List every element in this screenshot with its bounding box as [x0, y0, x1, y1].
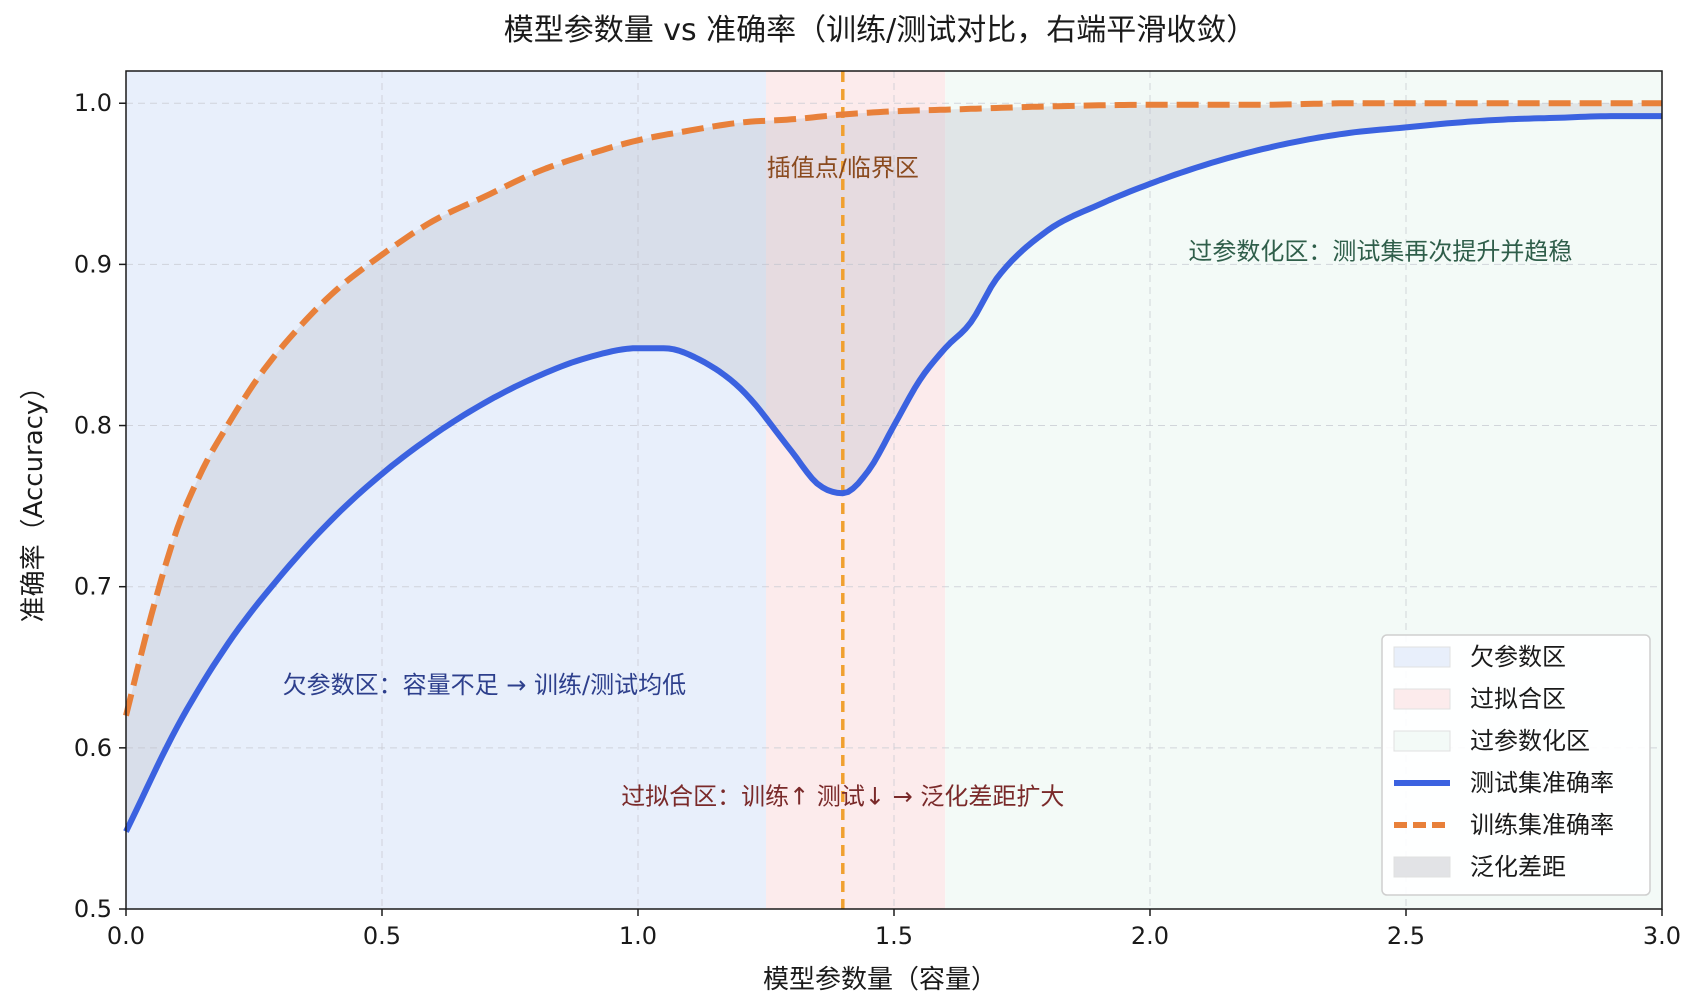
legend-swatch — [1393, 688, 1451, 710]
x-tick-label: 2.0 — [1131, 922, 1169, 950]
y-tick-label: 0.9 — [74, 250, 112, 278]
legend-swatch — [1393, 730, 1451, 752]
annotation-3: 欠参数区：容量不足 → 训练/测试均低 — [283, 671, 686, 699]
legend-label: 测试集准确率 — [1470, 769, 1614, 797]
y-tick-label: 0.7 — [74, 573, 112, 601]
y-tick-label: 0.5 — [74, 895, 112, 923]
x-tick-label: 2.5 — [1387, 922, 1425, 950]
legend-label: 欠参数区 — [1470, 643, 1566, 671]
annotation-2: 过参数化区：测试集再次提升并趋稳 — [1188, 238, 1572, 266]
y-tick-label: 0.8 — [74, 412, 112, 440]
legend-swatch — [1393, 856, 1451, 878]
x-tick-label: 1.0 — [619, 922, 657, 950]
generalization-gap-fill — [126, 103, 1662, 832]
legend-label: 训练集准确率 — [1470, 811, 1614, 839]
y-axis-label: 准确率（Accuracy） — [19, 374, 49, 623]
y-tick-label: 0.6 — [74, 734, 112, 762]
annotation-4: 过拟合区：训练↑ 测试↓ → 泛化差距扩大 — [621, 782, 1064, 810]
region-band-1 — [126, 71, 766, 909]
x-tick-label: 1.5 — [875, 922, 913, 950]
legend-label: 泛化差距 — [1470, 853, 1566, 881]
x-tick-label: 0.0 — [107, 922, 145, 950]
chart-title: 模型参数量 vs 准确率（训练/测试对比，右端平滑收敛） — [504, 13, 1257, 48]
test-accuracy-line — [123, 113, 1662, 833]
annotation-1: 插值点/临界区 — [767, 154, 919, 182]
legend-swatch — [1393, 646, 1451, 668]
plot-area: 0.0 0.5 1.0 1.5 2.0 2.5 3.00.50.60.70.80.91.0插… — [74, 70, 1681, 950]
legend-label: 过拟合区 — [1470, 685, 1566, 713]
legend-label: 过参数化区 — [1470, 727, 1590, 755]
train-accuracy-line — [123, 100, 1662, 717]
y-tick-label: 1.0 — [74, 89, 112, 117]
x-axis-label: 模型参数量（容量） — [763, 965, 997, 995]
x-tick-label: 0.5 — [363, 922, 401, 950]
x-tick-label: 3.0 — [1643, 922, 1681, 950]
